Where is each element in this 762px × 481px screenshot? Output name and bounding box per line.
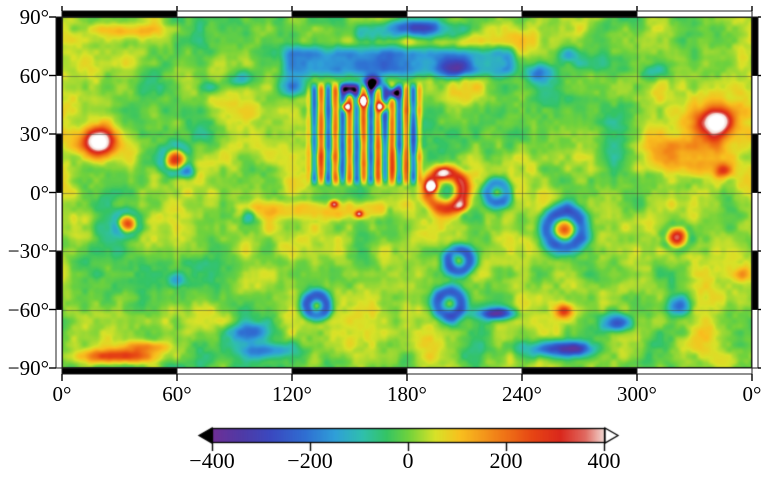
- lon-tick-label: 0°: [52, 382, 72, 406]
- colorbar: [194, 424, 623, 454]
- lat-tick-label: 60°: [19, 63, 49, 88]
- gravity-anomaly-map: [62, 17, 752, 368]
- lat-tick-label: 0°: [30, 180, 49, 205]
- lon-tick-label: 240°: [502, 382, 542, 406]
- lon-tick-label: 300°: [617, 382, 657, 406]
- colorbar-tick-label: 0: [402, 448, 414, 473]
- lat-tick-label: −30°: [7, 239, 49, 263]
- lat-tick-label: −90°: [7, 356, 49, 380]
- colorbar-tick-label: −400: [189, 448, 235, 473]
- lat-tick-label: 30°: [19, 122, 49, 146]
- lon-tick-label: 0°: [742, 382, 762, 406]
- lon-tick-label: 60°: [162, 382, 192, 406]
- colorbar-tick-label: 400: [587, 448, 621, 473]
- lat-tick-label: −60°: [7, 297, 49, 322]
- lon-tick-label: 180°: [387, 382, 427, 406]
- lat-tick-label: 90°: [19, 5, 49, 29]
- colorbar-tick-label: −200: [287, 448, 333, 473]
- lon-tick-label: 120°: [272, 382, 312, 406]
- colorbar-tick-label: 200: [489, 448, 523, 473]
